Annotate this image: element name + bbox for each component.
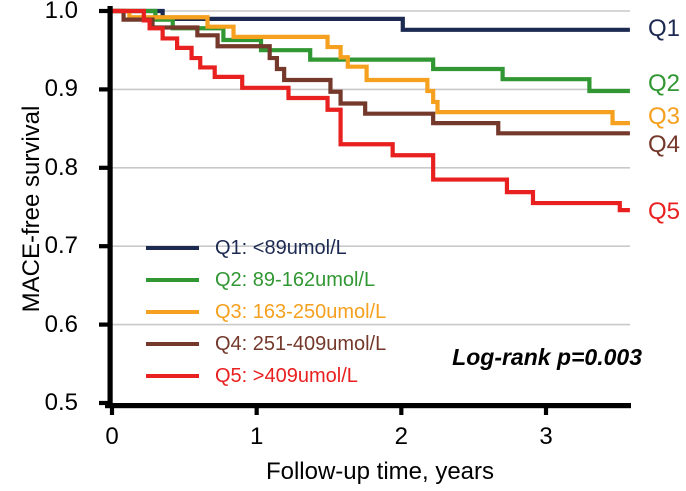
legend-line-swatch bbox=[146, 246, 199, 250]
series-end-label-q1: Q1 bbox=[648, 15, 681, 42]
series-end-label-q2: Q2 bbox=[648, 70, 681, 97]
y-tick-mark bbox=[99, 400, 112, 406]
legend-line-swatch bbox=[146, 342, 199, 346]
legend-line-swatch bbox=[146, 278, 199, 282]
series-end-label-q4: Q4 bbox=[648, 131, 681, 158]
x-tick-label: 2 bbox=[394, 423, 408, 450]
legend-line-swatch bbox=[146, 310, 199, 314]
x-tick-label: 3 bbox=[539, 423, 553, 450]
legend-label: Q1: <89umol/L bbox=[215, 236, 347, 259]
log-rank-annotation: Log-rank p=0.003 bbox=[452, 344, 642, 370]
survival-curve-q5 bbox=[112, 8, 630, 213]
legend-label: Q3: 163-250umol/L bbox=[215, 300, 387, 323]
series-end-label-q5: Q5 bbox=[648, 198, 681, 225]
x-tick-mark bbox=[254, 403, 259, 415]
y-axis-title: MACE-free survival bbox=[18, 105, 45, 313]
series-end-label-q3: Q3 bbox=[648, 103, 681, 130]
legend-item-q4: Q4: 251-409umol/L bbox=[146, 328, 386, 360]
x-tick-label: 0 bbox=[105, 423, 119, 450]
y-tick-label: 1.0 bbox=[44, 0, 78, 24]
y-tick-mark bbox=[99, 87, 112, 92]
legend-item-q5: Q5: >409umol/L bbox=[146, 360, 386, 392]
y-tick-label: 0.5 bbox=[44, 389, 78, 416]
legend-label: Q5: >409umol/L bbox=[215, 364, 358, 387]
x-tick-mark bbox=[543, 403, 549, 415]
y-tick-label: 0.8 bbox=[44, 153, 78, 181]
y-tick-label: 0.7 bbox=[44, 232, 78, 260]
legend-item-q1: Q1: <89umol/L bbox=[146, 232, 386, 264]
x-axis-line bbox=[105, 403, 631, 409]
x-axis-title: Follow-up time, years bbox=[265, 458, 495, 485]
y-tick-mark bbox=[99, 322, 112, 327]
x-tick-label: 1 bbox=[249, 423, 264, 450]
x-tick-mark bbox=[399, 403, 404, 415]
legend-label: Q4: 251-409umol/L bbox=[215, 332, 387, 355]
legend-line-swatch bbox=[146, 374, 199, 378]
y-tick-mark bbox=[99, 244, 112, 249]
legend-label: Q2: 89-162umol/L bbox=[215, 268, 376, 291]
y-axis-line bbox=[107, 6, 113, 408]
legend: Q1: <89umol/L Q2: 89-162umol/L Q3: 163-250… bbox=[146, 232, 386, 392]
legend-item-q2: Q2: 89-162umol/L bbox=[146, 264, 386, 296]
y-tick-mark bbox=[99, 165, 112, 170]
survival-curve-q3 bbox=[112, 8, 630, 126]
y-tick-label: 0.9 bbox=[44, 75, 78, 103]
y-tick-mark bbox=[99, 8, 112, 14]
y-tick-label: 0.6 bbox=[44, 310, 78, 338]
legend-item-q3: Q3: 163-250umol/L bbox=[146, 296, 386, 328]
survival-curve-q2 bbox=[112, 8, 630, 94]
x-tick-mark bbox=[109, 403, 115, 415]
